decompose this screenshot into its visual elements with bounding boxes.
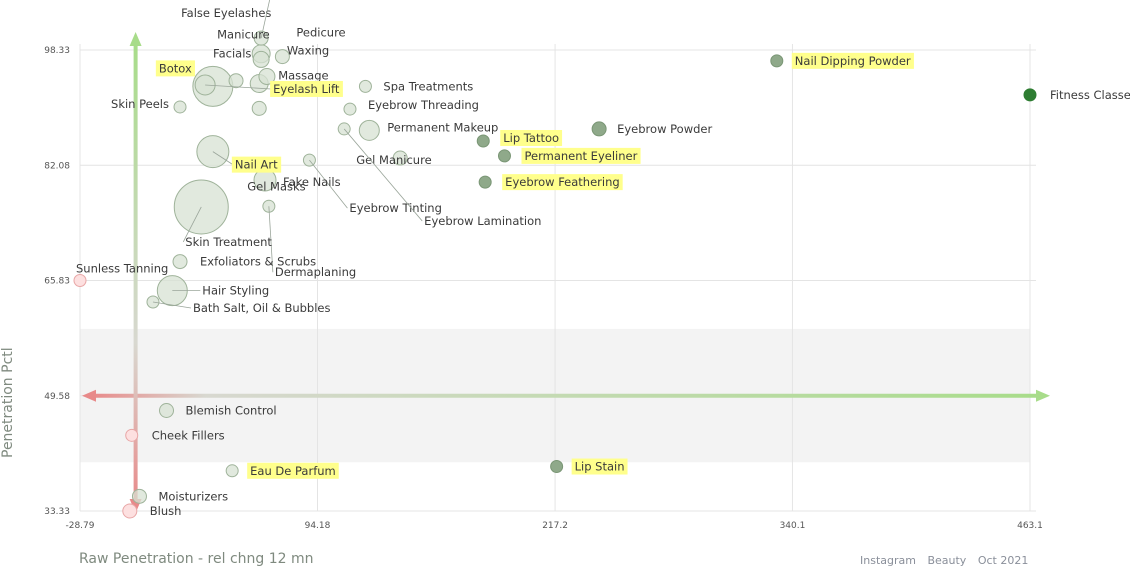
data-point xyxy=(228,73,244,89)
data-point xyxy=(478,175,492,189)
footer-category: Beauty xyxy=(927,554,967,567)
data-point xyxy=(476,134,490,148)
data-point xyxy=(172,254,188,270)
point-label: Massage xyxy=(278,69,328,83)
right-arrowhead xyxy=(1036,389,1050,402)
y-tick-label: 65.83 xyxy=(44,277,70,287)
data-point xyxy=(73,274,87,287)
point-label: Nail Dipping Powder xyxy=(795,54,911,68)
leader-line xyxy=(182,206,202,243)
point-label: Eyebrow Feathering xyxy=(505,175,620,189)
data-point xyxy=(770,54,784,68)
point-label: Permanent Eyeliner xyxy=(524,149,637,163)
point-label: Eyebrow Tinting xyxy=(349,201,441,215)
data-point xyxy=(392,150,408,166)
point-label: Manicure xyxy=(217,27,270,41)
data-point xyxy=(550,460,564,474)
y-tick-label: 49.58 xyxy=(44,392,70,402)
data-point xyxy=(252,50,270,68)
label-highlight xyxy=(571,458,628,475)
point-label: Hair Styling xyxy=(202,284,269,298)
leader-line xyxy=(212,151,234,165)
point-label: Fake Nails xyxy=(283,175,341,189)
leader-line xyxy=(343,128,423,222)
x-tick-label: 340.1 xyxy=(780,521,806,531)
point-label: Pedicure xyxy=(296,26,345,40)
y-tick-label: 82.08 xyxy=(44,161,70,171)
label-highlight xyxy=(155,60,195,77)
point-label: Gel Masks xyxy=(247,179,305,193)
point-label: Eyebrow Powder xyxy=(617,122,712,136)
point-label: Blemish Control xyxy=(186,404,277,418)
data-point xyxy=(225,464,239,478)
vertical-reference-line xyxy=(133,46,138,503)
data-point xyxy=(497,149,511,163)
x-tick-label: 463.1 xyxy=(1017,521,1043,531)
x-tick-label: -28.79 xyxy=(65,521,94,531)
label-highlight xyxy=(270,80,343,97)
data-point xyxy=(358,119,380,141)
horizontal-reference-line xyxy=(92,393,1038,398)
data-point xyxy=(173,100,187,114)
label-highlight xyxy=(247,462,339,479)
data-point xyxy=(125,428,139,442)
up-arrowhead xyxy=(129,32,142,46)
label-highlight xyxy=(521,147,641,164)
point-label: Lip Stain xyxy=(575,460,625,474)
x-axis-label: Raw Penetration - rel chng 12 mn xyxy=(79,551,314,567)
point-label: Botox xyxy=(159,61,192,75)
label-highlight xyxy=(500,129,563,146)
point-label: Eyelash Lift xyxy=(273,82,340,96)
data-point xyxy=(159,403,175,419)
data-point xyxy=(274,49,290,65)
data-point xyxy=(358,79,372,93)
data-point xyxy=(343,102,357,116)
point-label: Dermaplaning xyxy=(275,265,356,279)
left-arrowhead xyxy=(82,389,96,402)
point-label: False Eyelashes xyxy=(181,6,271,20)
label-highlight xyxy=(791,52,914,69)
data-point xyxy=(122,503,138,519)
point-label: Skin Treatment xyxy=(185,235,272,249)
y-axis-label: Penetration Pctl xyxy=(0,347,16,458)
point-label: Fitness Classes xyxy=(1050,88,1130,102)
x-tick-label: 94.18 xyxy=(305,521,331,531)
data-point xyxy=(1023,88,1037,102)
footer-period: Oct 2021 xyxy=(977,554,1029,567)
y-tick-label: 33.33 xyxy=(44,507,70,517)
point-label: Blush xyxy=(150,504,182,518)
point-label: Cheek Fillers xyxy=(152,428,225,442)
footer-source: Instagram xyxy=(860,554,916,567)
point-label: Eau De Parfum xyxy=(250,464,336,478)
point-label: Nail Art xyxy=(235,158,278,172)
leader-line xyxy=(205,84,272,90)
leader-line xyxy=(268,206,274,273)
label-highlight xyxy=(502,174,623,191)
point-label: Bath Salt, Oil & Bubbles xyxy=(193,301,331,315)
x-tick-label: 217.2 xyxy=(542,521,568,531)
point-label: Skin Peels xyxy=(111,97,169,111)
leader-line xyxy=(260,0,271,39)
point-label: Eyebrow Lamination xyxy=(424,214,541,228)
point-label: Spa Treatments xyxy=(383,79,473,93)
leader-line xyxy=(309,159,348,209)
point-label: Gel Manicure xyxy=(356,153,431,167)
label-highlight xyxy=(231,156,282,173)
data-point xyxy=(258,67,276,85)
data-point xyxy=(591,121,607,137)
point-label: Sunless Tanning xyxy=(76,262,168,276)
point-label: Moisturizers xyxy=(158,489,228,503)
point-label: Facials xyxy=(213,47,251,61)
data-point xyxy=(251,100,267,116)
chart-footer: Instagram Beauty Oct 2021 xyxy=(860,554,1036,567)
y-tick-label: 98.33 xyxy=(44,46,70,56)
point-label: Waxing xyxy=(287,43,329,57)
point-label: Lip Tattoo xyxy=(503,131,559,145)
point-label: Eyebrow Threading xyxy=(368,98,479,112)
point-label: Exfoliators & Scrubs xyxy=(200,255,316,269)
leader-line xyxy=(152,301,192,309)
data-point xyxy=(131,488,147,504)
point-label: Permanent Makeup xyxy=(387,120,498,134)
